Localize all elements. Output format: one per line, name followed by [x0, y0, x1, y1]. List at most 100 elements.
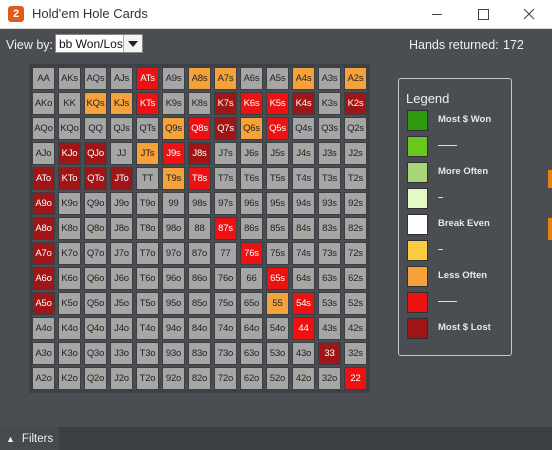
hand-cell[interactable]: T9s [162, 167, 185, 190]
hand-cell[interactable]: T9o [136, 192, 159, 215]
hand-cell[interactable]: Q2o [84, 367, 107, 390]
hand-cell[interactable]: T4s [292, 167, 315, 190]
hand-cell[interactable]: 72o [214, 367, 237, 390]
hand-cell[interactable]: AJo [32, 142, 55, 165]
hand-cell[interactable]: Q2s [344, 117, 367, 140]
hand-cell[interactable]: 55 [266, 292, 289, 315]
hand-cell[interactable]: T5s [266, 167, 289, 190]
hand-cell[interactable]: J3o [110, 342, 133, 365]
hand-cell[interactable]: 85s [266, 217, 289, 240]
hand-cell[interactable]: 97s [214, 192, 237, 215]
hand-cell[interactable]: T8o [136, 217, 159, 240]
hand-cell[interactable]: 99 [162, 192, 185, 215]
hand-cell[interactable]: JJ [110, 142, 133, 165]
hand-cell[interactable]: AJs [110, 67, 133, 90]
hand-cell[interactable]: 94o [162, 317, 185, 340]
hand-cell[interactable]: 32s [344, 342, 367, 365]
hand-cell[interactable]: 53o [266, 342, 289, 365]
hand-cell[interactable]: J4s [292, 142, 315, 165]
hand-cell[interactable]: T3o [136, 342, 159, 365]
hand-cell[interactable]: QTs [136, 117, 159, 140]
hand-cell[interactable]: A7s [214, 67, 237, 90]
hand-cell[interactable]: 84o [188, 317, 211, 340]
hand-cell[interactable]: A4s [292, 67, 315, 90]
hand-cell[interactable]: 83s [318, 217, 341, 240]
hand-cell[interactable]: 43s [318, 317, 341, 340]
hand-cell[interactable]: 76o [214, 267, 237, 290]
hand-cell[interactable]: Q7o [84, 242, 107, 265]
hand-cell[interactable]: 74s [292, 242, 315, 265]
hand-cell[interactable]: J9s [162, 142, 185, 165]
hand-cell[interactable]: Q5o [84, 292, 107, 315]
hand-cell[interactable]: K2o [58, 367, 81, 390]
hand-cell[interactable]: Q8s [188, 117, 211, 140]
hand-cell[interactable]: 87o [188, 242, 211, 265]
hand-cell[interactable]: 86s [240, 217, 263, 240]
hand-cell[interactable]: J7s [214, 142, 237, 165]
hand-cell[interactable]: 63o [240, 342, 263, 365]
hand-cell[interactable]: K4o [58, 317, 81, 340]
hand-cell[interactable]: KQo [58, 117, 81, 140]
hand-cell[interactable]: AKs [58, 67, 81, 90]
hand-cell[interactable]: Q5s [266, 117, 289, 140]
hand-cell[interactable]: 97o [162, 242, 185, 265]
hand-cell[interactable]: 98o [162, 217, 185, 240]
hand-cell[interactable]: A2s [344, 67, 367, 90]
hand-cell[interactable]: K6s [240, 92, 263, 115]
hand-cell[interactable]: 73s [318, 242, 341, 265]
hand-cell[interactable]: KJs [110, 92, 133, 115]
hand-cell[interactable]: KJo [58, 142, 81, 165]
hand-cell[interactable]: TT [136, 167, 159, 190]
hand-cell[interactable]: 64o [240, 317, 263, 340]
hand-cell[interactable]: A5s [266, 67, 289, 90]
filters-toggle[interactable]: ▲ Filters [0, 427, 60, 450]
hand-cell[interactable]: 74o [214, 317, 237, 340]
hand-cell[interactable]: A4o [32, 317, 55, 340]
close-button[interactable] [506, 0, 552, 28]
hand-cell[interactable]: T8s [188, 167, 211, 190]
hand-cell[interactable]: Q8o [84, 217, 107, 240]
hand-cell[interactable]: T2s [344, 167, 367, 190]
hand-cell[interactable]: QTo [84, 167, 107, 190]
hand-cell[interactable]: T6o [136, 267, 159, 290]
hand-cell[interactable]: AA [32, 67, 55, 90]
hand-cell[interactable]: 77 [214, 242, 237, 265]
hand-cell[interactable]: Q7s [214, 117, 237, 140]
hand-cell[interactable]: K4s [292, 92, 315, 115]
hand-cell[interactable]: ATo [32, 167, 55, 190]
hand-cell[interactable]: 82o [188, 367, 211, 390]
hand-cell[interactable]: 54s [292, 292, 315, 315]
hand-cell[interactable]: J7o [110, 242, 133, 265]
hand-cell[interactable]: A9s [162, 67, 185, 90]
hand-cell[interactable]: 76s [240, 242, 263, 265]
maximize-button[interactable] [460, 0, 506, 28]
hand-cell[interactable]: 63s [318, 267, 341, 290]
hand-cell[interactable]: ATs [136, 67, 159, 90]
hand-cell[interactable]: 98s [188, 192, 211, 215]
hand-cell[interactable]: 73o [214, 342, 237, 365]
hand-cell[interactable]: Q4s [292, 117, 315, 140]
hand-cell[interactable]: 62o [240, 367, 263, 390]
hand-cell[interactable]: 96s [240, 192, 263, 215]
hand-cell[interactable]: Q4o [84, 317, 107, 340]
hand-cell[interactable]: A2o [32, 367, 55, 390]
hand-cell[interactable]: K3o [58, 342, 81, 365]
view-by-select[interactable]: bb Won/Lost [55, 34, 143, 53]
hand-cell[interactable]: J6s [240, 142, 263, 165]
hand-cell[interactable]: Q9o [84, 192, 107, 215]
hand-cell[interactable]: 52s [344, 292, 367, 315]
hand-cell[interactable]: 32o [318, 367, 341, 390]
hand-cell[interactable]: 62s [344, 267, 367, 290]
hand-cell[interactable]: 95s [266, 192, 289, 215]
hand-cell[interactable]: K7o [58, 242, 81, 265]
hand-cell[interactable]: QJs [110, 117, 133, 140]
hand-cell[interactable]: 94s [292, 192, 315, 215]
hand-cell[interactable]: K5s [266, 92, 289, 115]
hand-cell[interactable]: T3s [318, 167, 341, 190]
hand-cell[interactable]: A6s [240, 67, 263, 90]
hand-cell[interactable]: K3s [318, 92, 341, 115]
hand-cell[interactable]: A8o [32, 217, 55, 240]
hand-cell[interactable]: 43o [292, 342, 315, 365]
hand-cell[interactable]: J9o [110, 192, 133, 215]
hand-cell[interactable]: 83o [188, 342, 211, 365]
